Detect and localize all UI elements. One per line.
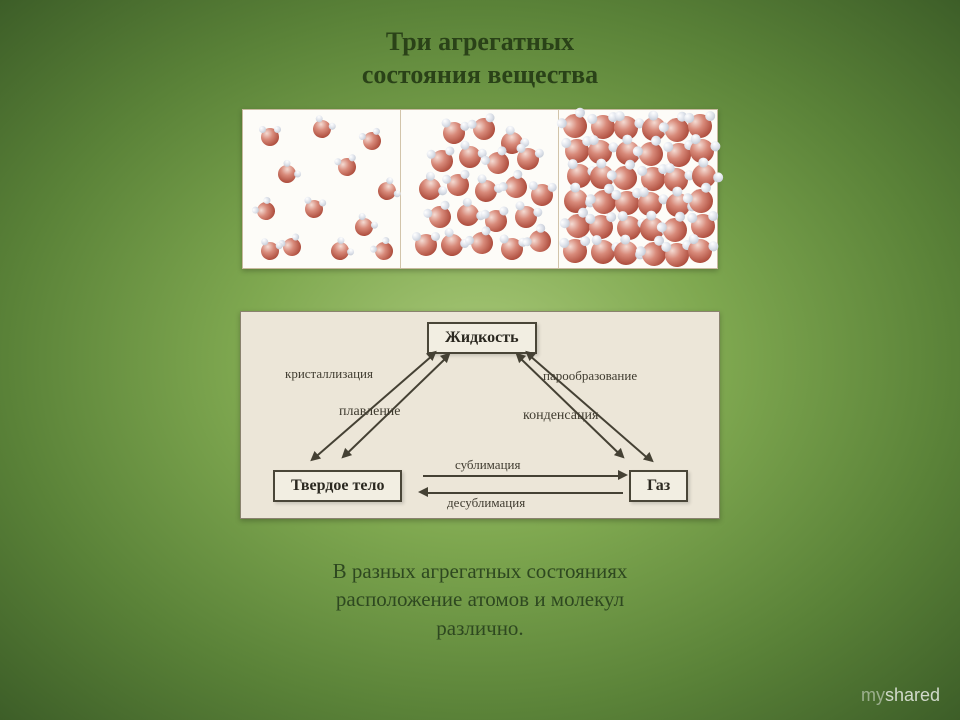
- node-gas-label: Газ: [647, 477, 670, 494]
- node-liquid-label: Жидкость: [445, 329, 519, 346]
- node-gas: Газ: [629, 470, 688, 502]
- title-line2: состояния вещества: [0, 59, 960, 92]
- edge-evaporation: парообразование: [543, 368, 637, 384]
- edge-melting: плавление: [339, 404, 401, 420]
- caption-line3: различно.: [0, 614, 960, 642]
- edge-crystallization: кристаллизация: [285, 366, 373, 382]
- edge-desublimation: десублимация: [447, 495, 525, 511]
- watermark-a: my: [861, 685, 885, 705]
- watermark: myshared: [861, 685, 940, 706]
- panels-inner: [242, 109, 718, 269]
- watermark-b: shared: [885, 685, 940, 705]
- edge-sublimation: сублимация: [455, 457, 520, 473]
- node-solid-label: Твердое тело: [291, 477, 384, 494]
- caption: В разных агрегатных состояниях расположе…: [0, 557, 960, 642]
- phase-diagram: Жидкость Твердое тело Газ кристаллизация…: [240, 311, 720, 519]
- molecule-panels: [0, 109, 960, 269]
- node-solid: Твердое тело: [273, 470, 402, 502]
- edge-condensation: конденсация: [523, 408, 598, 424]
- panel-gas: [243, 110, 401, 268]
- title-line1: Три агрегатных: [0, 26, 960, 59]
- page-title: Три агрегатных состояния вещества: [0, 0, 960, 91]
- panel-solid: [559, 110, 717, 268]
- caption-line1: В разных агрегатных состояниях: [0, 557, 960, 585]
- panel-liquid: [401, 110, 559, 268]
- caption-line2: расположение атомов и молекул: [0, 585, 960, 613]
- phase-diagram-wrap: Жидкость Твердое тело Газ кристаллизация…: [0, 311, 960, 519]
